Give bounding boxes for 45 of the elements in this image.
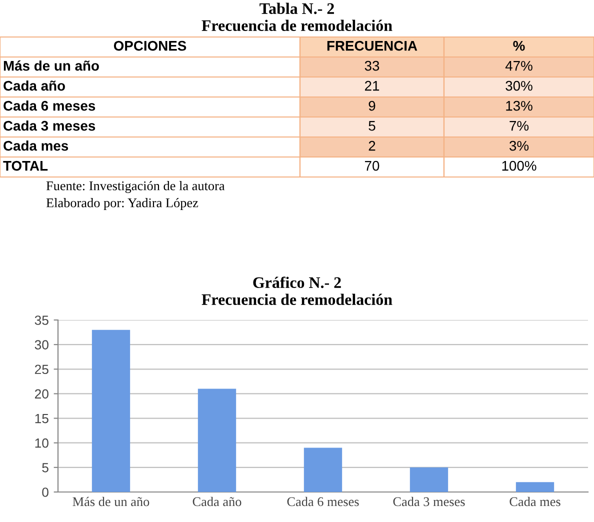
text: 7% xyxy=(510,120,529,131)
y-tick-label: 10 xyxy=(35,438,48,448)
text: Frecuencia de remodelación xyxy=(202,20,392,32)
text: 30% xyxy=(506,80,532,91)
bar xyxy=(198,388,236,492)
x-tick-label: Más de un año xyxy=(72,496,150,506)
x-tick-label: Cada 3 meses xyxy=(393,496,465,506)
text: 47% xyxy=(505,60,532,71)
text: 21 xyxy=(364,80,380,91)
text: Tabla N.- 2 xyxy=(260,2,334,14)
x-tick-label: Cada año xyxy=(192,496,242,506)
y-tick-label: 20 xyxy=(34,389,48,399)
bar xyxy=(516,482,554,492)
chart-title: Gráfico N.- 2 xyxy=(253,276,341,288)
bar xyxy=(92,330,130,492)
x-tick-label: Cada mes xyxy=(510,496,560,506)
text: OPCIONES xyxy=(114,40,186,51)
text: 5 xyxy=(368,121,376,131)
text: 70 xyxy=(364,160,380,171)
category-label: Cada mes xyxy=(4,140,68,151)
text: 100% xyxy=(502,160,536,171)
category-label: TOTAL xyxy=(3,160,48,171)
text: 33 xyxy=(364,60,380,71)
category-label: Cada 6 meses xyxy=(4,100,96,111)
text: 3% xyxy=(509,140,529,151)
text: 2 xyxy=(368,140,376,151)
text: 9 xyxy=(368,100,376,111)
y-tick-label: 15 xyxy=(35,414,48,424)
x-tick-label: Cada 6 meses xyxy=(287,496,359,506)
chart-subtitle: Frecuencia de remodelación xyxy=(202,294,392,306)
text: Elaborado por: Yadira López xyxy=(46,198,198,210)
y-tick-label: 5 xyxy=(42,463,48,472)
source-note: Fuente: Investigación de la autora xyxy=(46,180,225,194)
y-tick-label: 25 xyxy=(34,364,48,374)
bar xyxy=(304,448,342,492)
category-label: Cada año xyxy=(4,80,65,91)
y-tick-label: 0 xyxy=(42,488,48,497)
y-tick-label: 35 xyxy=(34,316,48,325)
category-label: % xyxy=(513,40,525,51)
category-label: Más de un año xyxy=(4,60,99,71)
category-label: Cada 3 meses xyxy=(4,120,96,131)
bar xyxy=(410,467,448,492)
category-label: FRECUENCIA xyxy=(327,40,418,51)
text: 13% xyxy=(506,100,532,111)
y-tick-label: 30 xyxy=(34,340,48,350)
